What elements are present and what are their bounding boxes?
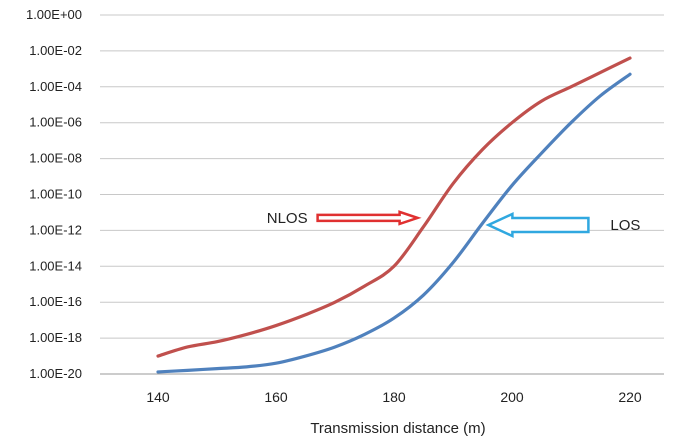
x-tick-label: 180 [382, 389, 406, 405]
annotations: NLOS LOS [267, 210, 640, 238]
y-tick-label: 1.00E-18 [29, 330, 82, 345]
series-lines [156, 56, 632, 374]
x-axis-ticks: 140 160 180 200 220 [146, 389, 642, 405]
y-tick-label: 1.00E-10 [29, 187, 82, 202]
y-tick-label: 1.00E-02 [29, 43, 82, 58]
series-line-nlos [156, 56, 632, 358]
annotation-arrow-los [485, 212, 590, 238]
y-tick-label: 1.00E-20 [29, 366, 82, 381]
x-axis-title: Transmission distance (m) [310, 420, 485, 437]
y-tick-label: 1.00E-08 [29, 151, 82, 166]
y-tick-label: 1.00E+00 [26, 7, 82, 22]
annotation-label-nlos: NLOS [267, 210, 308, 227]
y-axis-ticks: 1.00E+00 1.00E-02 1.00E-04 1.00E-06 1.00E-08… [26, 7, 82, 381]
gridlines [100, 14, 664, 339]
y-tick-label: 1.00E-06 [29, 115, 82, 130]
annotation-arrow-nlos [316, 210, 422, 226]
y-tick-label: 1.00E-16 [29, 294, 82, 309]
x-tick-label: 160 [264, 389, 288, 405]
y-tick-label: 1.00E-12 [29, 222, 82, 237]
series-line-los [156, 72, 632, 374]
y-tick-label: 1.00E-14 [29, 258, 82, 273]
annotation-label-los: LOS [610, 217, 640, 234]
x-tick-label: 220 [618, 389, 642, 405]
x-tick-label: 200 [500, 389, 524, 405]
y-tick-label: 1.00E-04 [29, 79, 82, 94]
x-tick-label: 140 [146, 389, 170, 405]
